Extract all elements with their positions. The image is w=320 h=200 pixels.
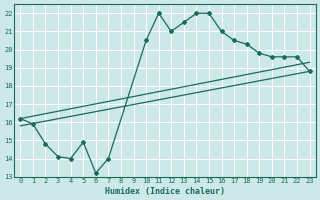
X-axis label: Humidex (Indice chaleur): Humidex (Indice chaleur) xyxy=(105,187,225,196)
